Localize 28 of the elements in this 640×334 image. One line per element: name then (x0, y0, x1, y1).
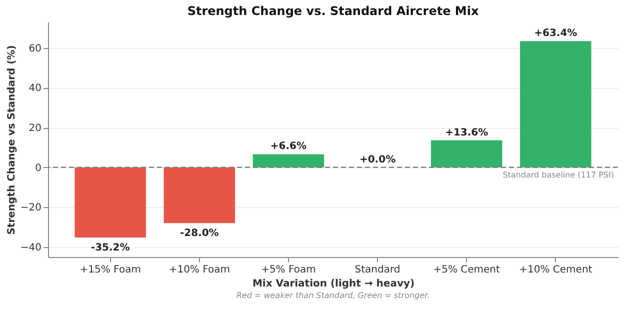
data-label: -28.0% (180, 228, 219, 240)
y-tick-label: −20 (20, 202, 42, 214)
bar (164, 167, 236, 224)
text: Red = weaker than Standard, Green = stronger. (236, 291, 430, 300)
data-label: +6.6% (270, 141, 307, 152)
bar (74, 167, 146, 238)
data-label: +13.6% (445, 127, 488, 138)
y-tick-label: −40 (20, 242, 42, 254)
data-label: -35.2% (90, 242, 130, 254)
y-tick-label: 0 (35, 162, 42, 174)
data-label: +63.4% (534, 28, 578, 40)
data-label: +0.0% (359, 154, 396, 166)
x-tick-label: +5% Foam (261, 264, 316, 276)
x-tick-label: +10% Cement (519, 264, 592, 276)
bar (430, 140, 502, 168)
y-tick-label: 40 (28, 83, 42, 94)
x-tick-label: +15% Foam (80, 264, 141, 276)
bar (520, 41, 592, 168)
chart-title: Strength Change vs. Standard Aircrete Mix (187, 4, 479, 18)
x-axis-title: Mix Variation (light → heavy) (252, 278, 415, 290)
x-tick-label: +5% Cement (433, 264, 500, 276)
bar (252, 154, 324, 168)
ref-line-label: Standard baseline (117 PSI) (502, 170, 614, 180)
y-axis-title: Strength Change vs Standard (%) (6, 45, 18, 235)
x-tick-label: Standard (354, 264, 400, 276)
y-tick-label: 60 (28, 43, 42, 54)
y-tick-label: 20 (28, 123, 42, 134)
x-tick-label: +10% Foam (168, 264, 230, 276)
